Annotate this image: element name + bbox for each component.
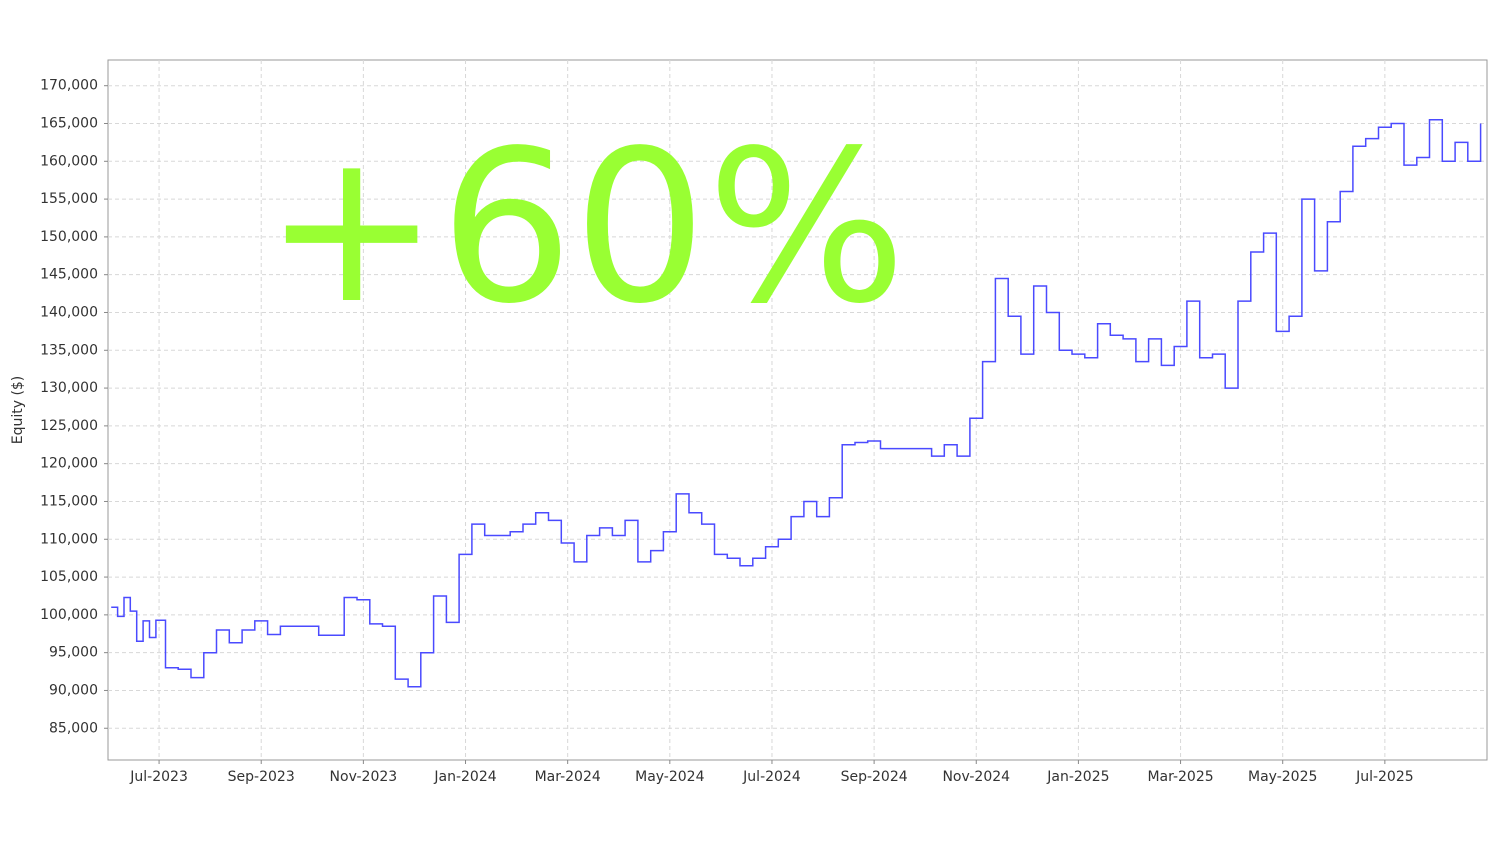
y-tick-label: 85,000	[49, 720, 98, 736]
plot-area	[107, 59, 1488, 761]
y-tick-label: 110,000	[40, 531, 98, 547]
x-tick-label: Mar-2024	[535, 769, 601, 785]
y-tick-label: 135,000	[40, 342, 98, 358]
y-tick-label: 105,000	[40, 569, 98, 585]
y-tick-label: 140,000	[40, 304, 98, 320]
x-tick-label: Jan-2024	[433, 769, 496, 785]
y-tick-label: 95,000	[49, 645, 98, 661]
y-tick-label: 100,000	[40, 607, 98, 623]
y-axis-label: Equity ($)	[10, 376, 26, 445]
x-tick-label: Nov-2023	[330, 769, 398, 785]
y-tick-label: 165,000	[40, 115, 98, 131]
y-tick-label: 115,000	[40, 493, 98, 509]
x-tick-label: Jul-2023	[129, 769, 188, 785]
y-tick-label: 150,000	[40, 229, 98, 245]
y-tick-label: 170,000	[40, 78, 98, 94]
equity-line	[111, 118, 1482, 688]
y-tick-label: 160,000	[40, 153, 98, 169]
annotation: +60%	[264, 105, 907, 350]
y-tick-label: 145,000	[40, 267, 98, 283]
y-tick-label: 120,000	[40, 456, 98, 472]
x-tick-label: Sep-2024	[841, 769, 908, 785]
x-tick-label: May-2024	[635, 769, 704, 785]
y-tick-label: 130,000	[40, 380, 98, 396]
x-tick-label: Jul-2025	[1355, 769, 1414, 785]
x-tick-label: Mar-2025	[1147, 769, 1213, 785]
y-tick-label: 90,000	[49, 682, 98, 698]
x-tick-label: May-2025	[1248, 769, 1317, 785]
x-tick-label: Jan-2025	[1046, 769, 1109, 785]
y-tick-label: 125,000	[40, 418, 98, 434]
x-tick-label: Jul-2024	[742, 769, 801, 785]
x-tick-label: Sep-2023	[228, 769, 295, 785]
x-tick-label: Nov-2024	[942, 769, 1010, 785]
y-tick-label: 155,000	[40, 191, 98, 207]
